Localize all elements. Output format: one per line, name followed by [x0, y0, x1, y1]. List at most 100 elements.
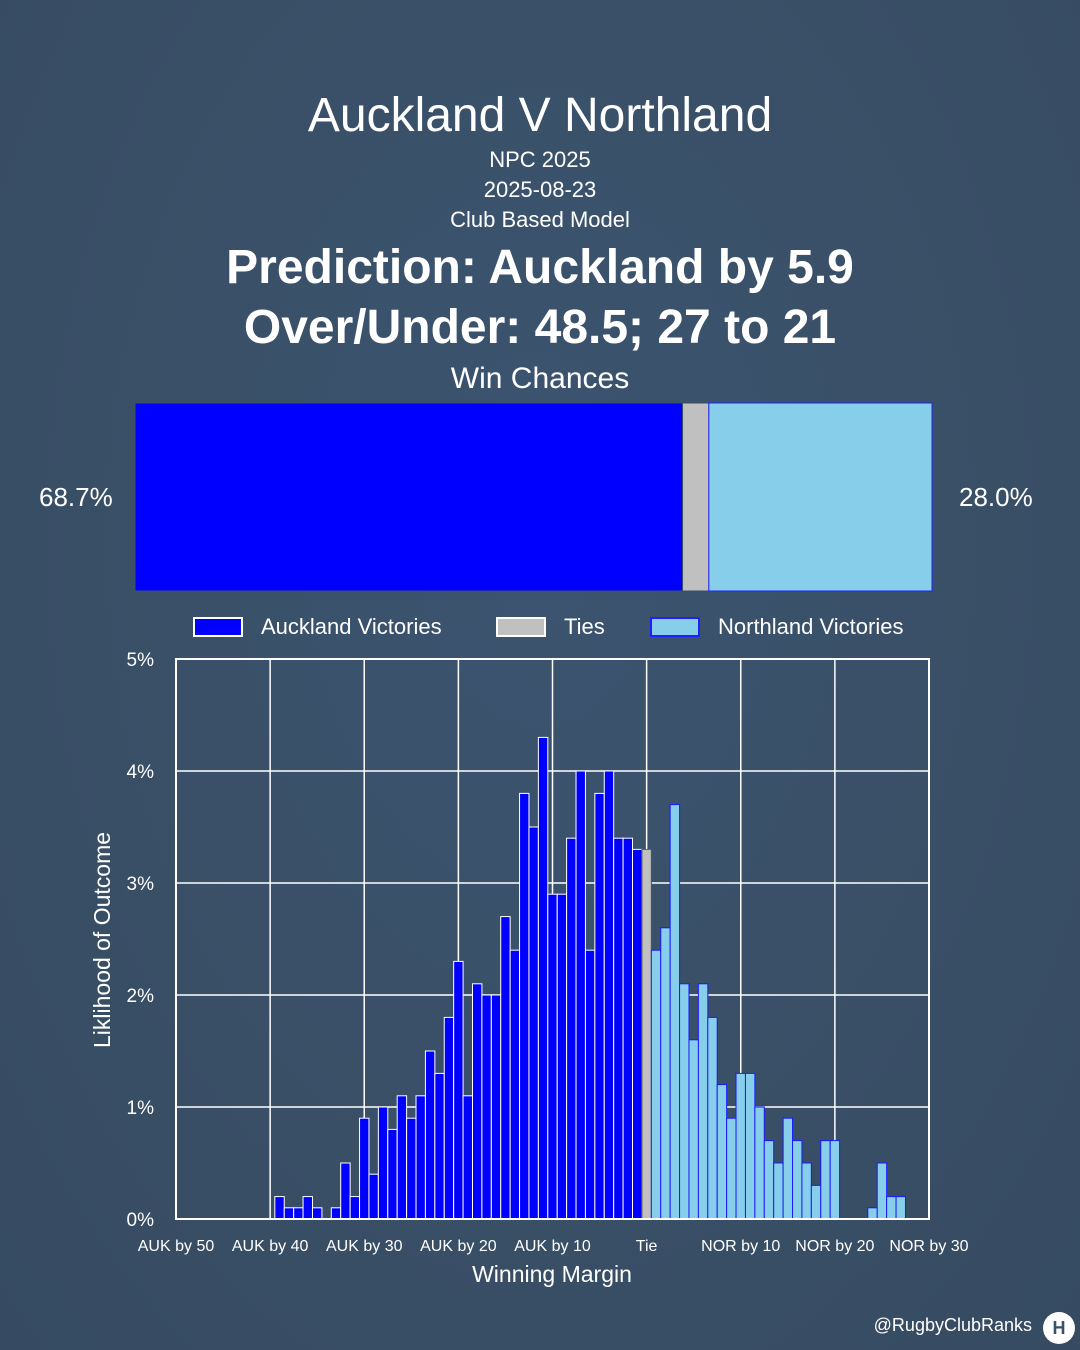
bar-northland: [876, 1162, 888, 1220]
bar-auckland: [349, 1196, 361, 1220]
histogram-bars: [274, 736, 906, 1220]
bar-northland: [726, 1117, 737, 1220]
away-win-percentage: 28.0%: [959, 482, 1033, 512]
model-label: Club Based Model: [450, 207, 630, 232]
y-tick-label: 5%: [127, 650, 155, 671]
bar-auckland: [519, 792, 530, 1220]
bar-northland: [829, 1140, 841, 1220]
x-tick-label: NOR by 20: [795, 1238, 874, 1255]
page-title: Auckland V Northland: [307, 89, 773, 142]
bar-northland: [735, 1072, 746, 1220]
rugby-posts-icon: H: [1043, 1312, 1075, 1344]
bar-auckland: [584, 949, 596, 1220]
bar-auckland: [396, 1095, 408, 1220]
x-tick-label: AUK by 20: [420, 1238, 497, 1255]
bar-northland: [744, 1072, 756, 1220]
bar-northland: [688, 1039, 699, 1220]
x-tick-label: AUK by 40: [232, 1238, 309, 1255]
bar-auckland: [566, 837, 577, 1220]
bar-northland: [792, 1140, 803, 1220]
legend-tie: Ties: [496, 612, 605, 642]
x-axis-label: Winning Margin: [472, 1261, 632, 1287]
bar-auckland: [377, 1106, 389, 1220]
bar-northland: [669, 804, 681, 1220]
legend-home-swatch: [193, 617, 243, 637]
bar-auckland: [368, 1173, 379, 1220]
bar-northland: [895, 1196, 906, 1220]
bar-auckland: [462, 1095, 473, 1220]
x-tick-label: NOR by 30: [889, 1238, 968, 1255]
bar-auckland: [274, 1196, 285, 1220]
bar-auckland: [443, 1016, 455, 1220]
legend-away-swatch: [650, 617, 700, 637]
bar-auckland: [415, 1095, 426, 1220]
bar-northland: [782, 1117, 794, 1220]
x-tick-label: AUK by 10: [514, 1238, 591, 1255]
bar-auckland: [575, 770, 586, 1220]
bar-auckland: [283, 1207, 295, 1220]
y-tick-label: 4%: [127, 762, 155, 783]
bar-northland: [810, 1184, 822, 1220]
bar-auckland: [453, 960, 464, 1220]
x-tick-label: NOR by 10: [701, 1238, 780, 1255]
bar-northland: [660, 927, 671, 1220]
bar-auckland: [500, 916, 511, 1220]
credit-handle: @RugbyClubRanks: [873, 1315, 1032, 1335]
bar-auckland: [490, 994, 502, 1220]
y-tick-label: 0%: [127, 1210, 155, 1231]
bar-northland: [697, 983, 709, 1220]
win-chances-title: Win Chances: [450, 362, 630, 395]
legend-away: Northland Victories: [650, 612, 903, 642]
match-date: 2025-08-23: [483, 177, 597, 202]
bar-auckland: [547, 893, 558, 1220]
bar-auckland: [434, 1072, 445, 1220]
legend-home: Auckland Victories: [193, 612, 442, 642]
legend-home-label: Auckland Victories: [261, 614, 442, 639]
bar-auckland: [509, 949, 521, 1220]
bar-auckland: [632, 848, 643, 1220]
legend-tie-label: Ties: [564, 614, 605, 639]
prediction-headline: Prediction: Auckland by 5.9: [226, 241, 854, 294]
bar-northland: [886, 1196, 897, 1220]
bar-auckland: [311, 1207, 323, 1220]
y-tick-label: 2%: [127, 986, 155, 1007]
bar-auckland: [481, 994, 492, 1220]
bar-auckland: [359, 1117, 370, 1220]
x-tick-label: Tie: [636, 1238, 658, 1255]
legend-tie-swatch: [496, 617, 546, 637]
bar-auckland: [613, 837, 624, 1220]
x-tick-labels: AUK by 50 AUK by 40 AUK by 30 AUK by 20 AUK …: [138, 1238, 969, 1255]
bar-northland: [763, 1140, 775, 1220]
x-tick-label: AUK by 30: [326, 1238, 403, 1255]
bar-auckland: [471, 983, 483, 1220]
bar-auckland: [340, 1162, 351, 1220]
bar-auckland: [387, 1128, 398, 1220]
plot-frame: [175, 658, 930, 1220]
bar-auckland: [528, 826, 539, 1220]
y-tick-label: 1%: [127, 1098, 155, 1119]
bar-auckland: [406, 1117, 417, 1220]
y-axis-label: Liklihood of Outcome: [89, 832, 115, 1048]
bar-auckland: [594, 792, 605, 1220]
bar-northland: [679, 983, 690, 1220]
bar-auckland: [330, 1207, 342, 1220]
bar-auckland: [424, 1050, 436, 1220]
bar-northland: [801, 1162, 812, 1220]
over-under-headline: Over/Under: 48.5; 27 to 21: [243, 301, 837, 354]
competition-label: NPC 2025: [489, 147, 591, 172]
bar-northland: [867, 1207, 878, 1220]
bar-northland: [707, 1016, 718, 1220]
bar-northland: [773, 1162, 784, 1220]
bar-tie: [641, 848, 652, 1220]
bar-auckland: [537, 736, 549, 1220]
y-tick-labels: 0% 1% 2% 3% 4% 5%: [127, 650, 155, 1231]
bar-northland: [754, 1106, 765, 1220]
bar-northland: [716, 1084, 728, 1220]
bar-auckland: [556, 893, 568, 1220]
x-tick-label: AUK by 50: [138, 1238, 215, 1255]
bar-auckland: [293, 1207, 304, 1220]
bar-northland: [650, 949, 662, 1220]
legend-away-label: Northland Victories: [718, 614, 904, 639]
bar-auckland: [603, 770, 615, 1220]
bar-auckland: [302, 1196, 313, 1220]
